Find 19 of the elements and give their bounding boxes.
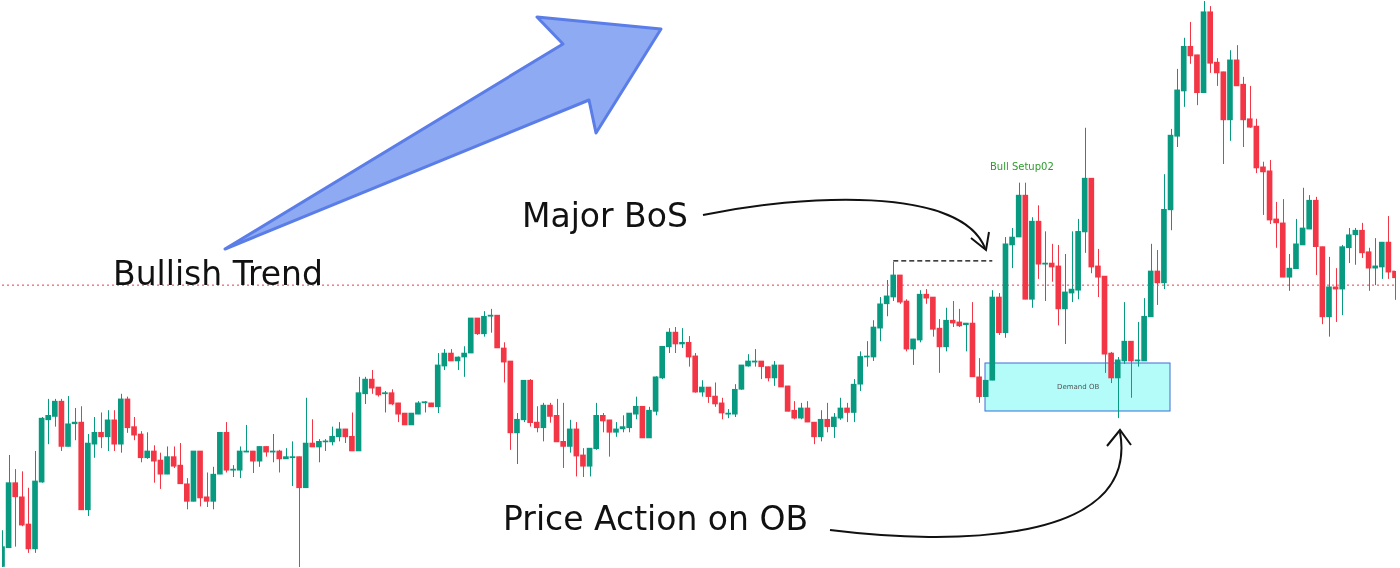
annotation: Major BoS bbox=[522, 196, 688, 235]
candlestick bbox=[98, 411, 104, 449]
annotation: Bull Setup02 bbox=[990, 161, 1054, 172]
candlestick bbox=[1128, 340, 1134, 399]
candlestick bbox=[963, 322, 969, 352]
candlestick bbox=[276, 449, 283, 473]
candlestick bbox=[844, 402, 850, 423]
candlestick bbox=[144, 431, 151, 460]
candlestick bbox=[824, 402, 831, 433]
candlestick bbox=[679, 327, 685, 349]
candlestick bbox=[309, 418, 316, 448]
annotation: Price Action on OB bbox=[503, 499, 809, 538]
candlestick bbox=[164, 445, 170, 475]
candlestick bbox=[461, 345, 467, 378]
candlestick bbox=[1042, 230, 1048, 302]
candlestick bbox=[566, 419, 573, 454]
candlestick bbox=[811, 421, 817, 445]
annotation: Bullish Trend bbox=[113, 254, 323, 293]
candlestick bbox=[382, 390, 388, 413]
